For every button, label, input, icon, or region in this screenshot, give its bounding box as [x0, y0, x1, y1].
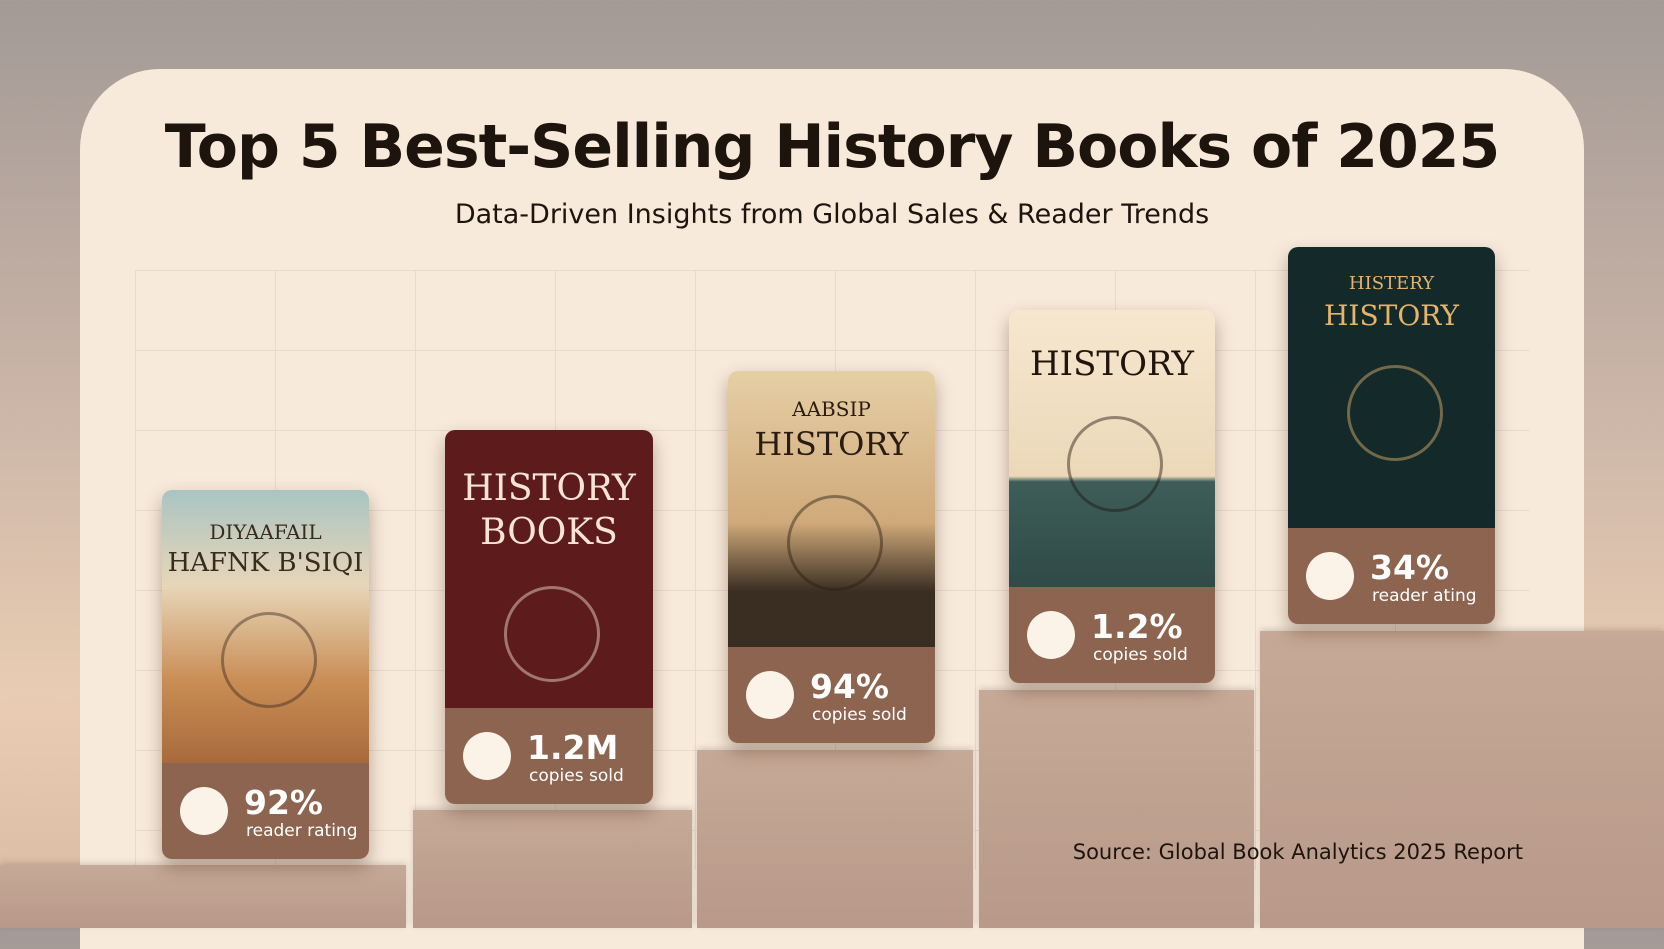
- stat-icon: [1306, 552, 1354, 600]
- cover-art: [504, 586, 600, 682]
- stat-label: copies sold: [812, 705, 907, 725]
- stat-box: 34% reader ating: [1288, 528, 1495, 624]
- stat-label: reader ating: [1372, 586, 1477, 606]
- book-cover: HISTORY: [1009, 310, 1215, 587]
- stat-label: copies sold: [529, 766, 624, 786]
- book: HISTERY HISTORY 34% reader ating: [1288, 247, 1495, 624]
- cover-title: AABSIP: [792, 397, 871, 421]
- book-cover: HISTORY BOOKS: [445, 430, 653, 708]
- step: [979, 690, 1254, 928]
- stat-box: 92% reader rating: [162, 763, 369, 859]
- stat-value: 1.2M: [527, 728, 619, 767]
- book-cover: AABSIP HISTORY: [728, 371, 935, 647]
- stat-label: reader rating: [246, 821, 358, 841]
- step: [413, 810, 692, 928]
- stat-value: 1.2%: [1091, 607, 1183, 646]
- book: DIYAAFAIL HAFNK B'SIQI 92% reader rating: [162, 490, 369, 859]
- book-cover: DIYAAFAIL HAFNK B'SIQI: [162, 490, 369, 763]
- cover-art: [1346, 365, 1443, 461]
- stat-label: copies sold: [1093, 645, 1188, 665]
- stat-icon: [180, 787, 228, 835]
- stat-icon: [746, 671, 794, 719]
- stat-value: 92%: [244, 783, 323, 822]
- source: Source: Global Book Analytics 2025 Repor…: [1072, 840, 1523, 864]
- cover-title: HISTORY: [1030, 344, 1194, 384]
- cover-art: [1067, 416, 1163, 512]
- book: AABSIP HISTORY 94% copies sold: [728, 371, 935, 743]
- cover-title: HISTERY: [1348, 273, 1435, 294]
- cover-title: HISTORY: [1324, 299, 1459, 332]
- cover-title: BOOKS: [480, 512, 618, 553]
- stat-value: 34%: [1370, 548, 1449, 587]
- cover-title: HISTORY: [754, 425, 909, 463]
- stat-box: 1.2% copies sold: [1009, 587, 1215, 683]
- subtitle: Data-Driven Insights from Global Sales &…: [454, 199, 1210, 230]
- step: [697, 750, 973, 928]
- book: HISTORY 1.2% copies sold: [1009, 310, 1215, 683]
- stat-value: 94%: [810, 667, 889, 706]
- book: HISTORY BOOKS 1.2M copies sold: [445, 430, 653, 804]
- stat-box: 1.2M copies sold: [445, 708, 653, 804]
- cover-art: [220, 612, 317, 708]
- cover-art: [786, 495, 883, 591]
- stat-icon: [463, 732, 511, 780]
- cover-title: HISTORY: [462, 468, 636, 509]
- stat-box: 94% copies sold: [728, 647, 935, 743]
- stat-icon: [1027, 611, 1075, 659]
- book-cover: HISTERY HISTORY: [1288, 247, 1495, 528]
- cover-title: DIYAAFAIL: [209, 520, 322, 544]
- step: [1260, 631, 1664, 928]
- step: [0, 865, 406, 928]
- title: Top 5 Best-Selling History Books of 2025: [164, 112, 1500, 182]
- cover-title: HAFNK B'SIQI: [167, 548, 364, 578]
